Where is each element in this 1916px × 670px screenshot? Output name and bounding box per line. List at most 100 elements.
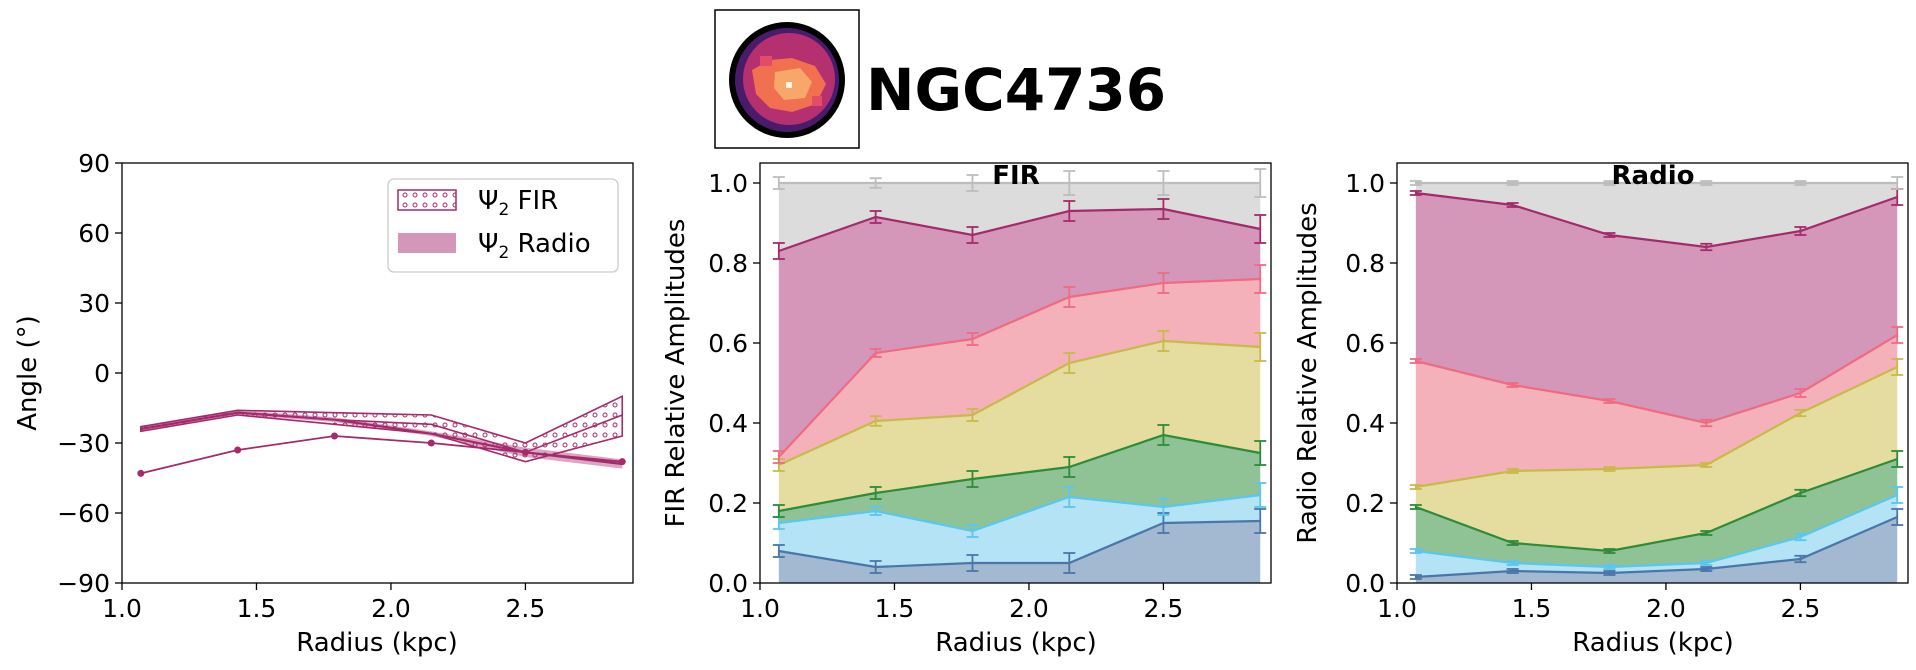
yellow-line	[1415, 366, 1898, 489]
cyan-errorbar	[1254, 482, 1267, 508]
cyan-errorbar	[1891, 486, 1904, 504]
y-tick-label: 0.2	[708, 489, 748, 518]
magenta-errorbar	[1254, 214, 1267, 244]
y-tick-label: 30	[78, 289, 110, 318]
magenta-area	[778, 209, 1261, 457]
blue-errorbar	[1700, 566, 1713, 572]
magenta-errorbar	[1157, 198, 1170, 220]
y-tick-label: −30	[57, 429, 110, 458]
blue-errorbar	[1506, 568, 1519, 574]
pink-line	[1415, 334, 1898, 425]
yellow-errorbar	[1794, 408, 1807, 418]
y-tick-label: 0.0	[708, 569, 748, 598]
y-tick-label: 0.6	[708, 329, 748, 358]
yellow-errorbar	[1409, 484, 1422, 490]
cyan-errorbar	[1700, 560, 1713, 566]
x-tick-label: 2.0	[1646, 594, 1686, 623]
angle-point	[234, 446, 242, 454]
x-tick-label: 1.5	[1512, 594, 1552, 623]
radio-title: Radio	[1612, 161, 1695, 191]
magenta-errorbar	[772, 242, 785, 260]
magenta-errorbar	[1794, 226, 1807, 236]
gray-errorbar	[1506, 180, 1519, 186]
yellow-area	[778, 341, 1261, 511]
gray-errorbar	[1409, 180, 1422, 186]
cyan-line	[778, 493, 1261, 533]
magenta-errorbar	[966, 226, 979, 244]
y-tick-label: 1.0	[708, 169, 748, 198]
green-errorbar	[1506, 540, 1519, 546]
angle-point	[427, 439, 435, 447]
gray-errorbar	[1157, 170, 1170, 196]
gray-errorbar	[1254, 168, 1267, 198]
magenta-line	[778, 207, 1261, 253]
cyan-errorbar	[1506, 560, 1519, 566]
blue-errorbar	[772, 544, 785, 558]
x-tick-label: 2.5	[1144, 594, 1184, 623]
galaxy-header: NGC4736	[714, 9, 1166, 149]
blue-area	[778, 521, 1261, 583]
blue-errorbar	[1603, 570, 1616, 576]
cyan-errorbar	[1794, 532, 1807, 542]
legend-swatch-radio	[398, 233, 456, 253]
pink-errorbar	[1157, 272, 1170, 294]
galaxy-thumbnail	[729, 22, 845, 138]
x-tick-label: 2.5	[506, 594, 546, 623]
pink-area	[1415, 335, 1898, 487]
cyan-errorbar	[1409, 548, 1422, 554]
y-tick-label: 0.4	[708, 409, 748, 438]
magenta-errorbar	[1063, 200, 1076, 222]
blue-errorbar	[966, 554, 979, 572]
blue-errorbar	[1794, 554, 1807, 564]
fir-y-axis-label: FIR Relative Amplitudes	[661, 219, 691, 528]
angle-y-axis-label: Angle (°)	[13, 315, 43, 431]
radio-panel: 1.0 1.5 2.0 2.5 0.0 0.2 0.4 0.6 0.8 1.0 Radio Rad…	[1293, 161, 1909, 658]
green-errorbar	[1063, 456, 1076, 478]
green-errorbar	[869, 486, 882, 500]
angle-x-axis-label: Radius (kpc)	[296, 628, 458, 658]
gray-errorbar	[1700, 180, 1713, 186]
pink-errorbar	[966, 332, 979, 346]
y-tick-label: 1.0	[1345, 169, 1385, 198]
gray-area	[1415, 183, 1898, 247]
green-errorbar	[1891, 450, 1904, 468]
blue-errorbar	[1254, 508, 1267, 534]
magenta-errorbar	[1603, 232, 1616, 238]
gray-errorbar	[1891, 176, 1904, 190]
y-tick-label: 0.4	[1345, 409, 1385, 438]
green-errorbar	[772, 504, 785, 518]
green-errorbar	[966, 470, 979, 488]
yellow-errorbar	[1063, 352, 1076, 374]
angle-point	[330, 432, 338, 440]
y-tick-label: −60	[57, 499, 110, 528]
green-errorbar	[1409, 504, 1422, 510]
fir-panel: 1.0 1.5 2.0 2.5 0.0 0.2 0.4 0.6 0.8 1.0 FIR Radiu…	[661, 161, 1272, 658]
green-errorbar	[1700, 530, 1713, 536]
x-tick-label: 2.0	[1009, 594, 1049, 623]
yellow-errorbar	[1157, 330, 1170, 352]
cyan-area	[778, 495, 1261, 567]
y-tick-label: 0.2	[1345, 489, 1385, 518]
magenta-errorbar	[1506, 202, 1519, 208]
magenta-errorbar	[1409, 190, 1422, 196]
yellow-errorbar	[1254, 332, 1267, 362]
yellow-errorbar	[1891, 358, 1904, 376]
magenta-area	[1415, 193, 1898, 423]
magenta-line	[1415, 191, 1898, 249]
blue-line	[1415, 515, 1898, 579]
y-tick-label: 0.8	[708, 249, 748, 278]
fir-axes-frame	[759, 162, 1272, 584]
y-tick-label: −90	[57, 569, 110, 598]
y-tick-label: 0.6	[1345, 329, 1385, 358]
legend-label-fir: Ψ2 FIR	[478, 186, 558, 220]
green-errorbar	[1794, 488, 1807, 498]
gray-errorbar	[869, 177, 882, 189]
green-errorbar	[1157, 424, 1170, 446]
yellow-errorbar	[1506, 468, 1519, 474]
pink-errorbar	[1891, 326, 1904, 344]
pink-errorbar	[1794, 388, 1807, 398]
pink-errorbar	[1506, 382, 1519, 388]
radio-y-axis-label: Radio Relative Amplitudes	[1293, 202, 1323, 543]
gray-errorbar	[1794, 180, 1807, 186]
